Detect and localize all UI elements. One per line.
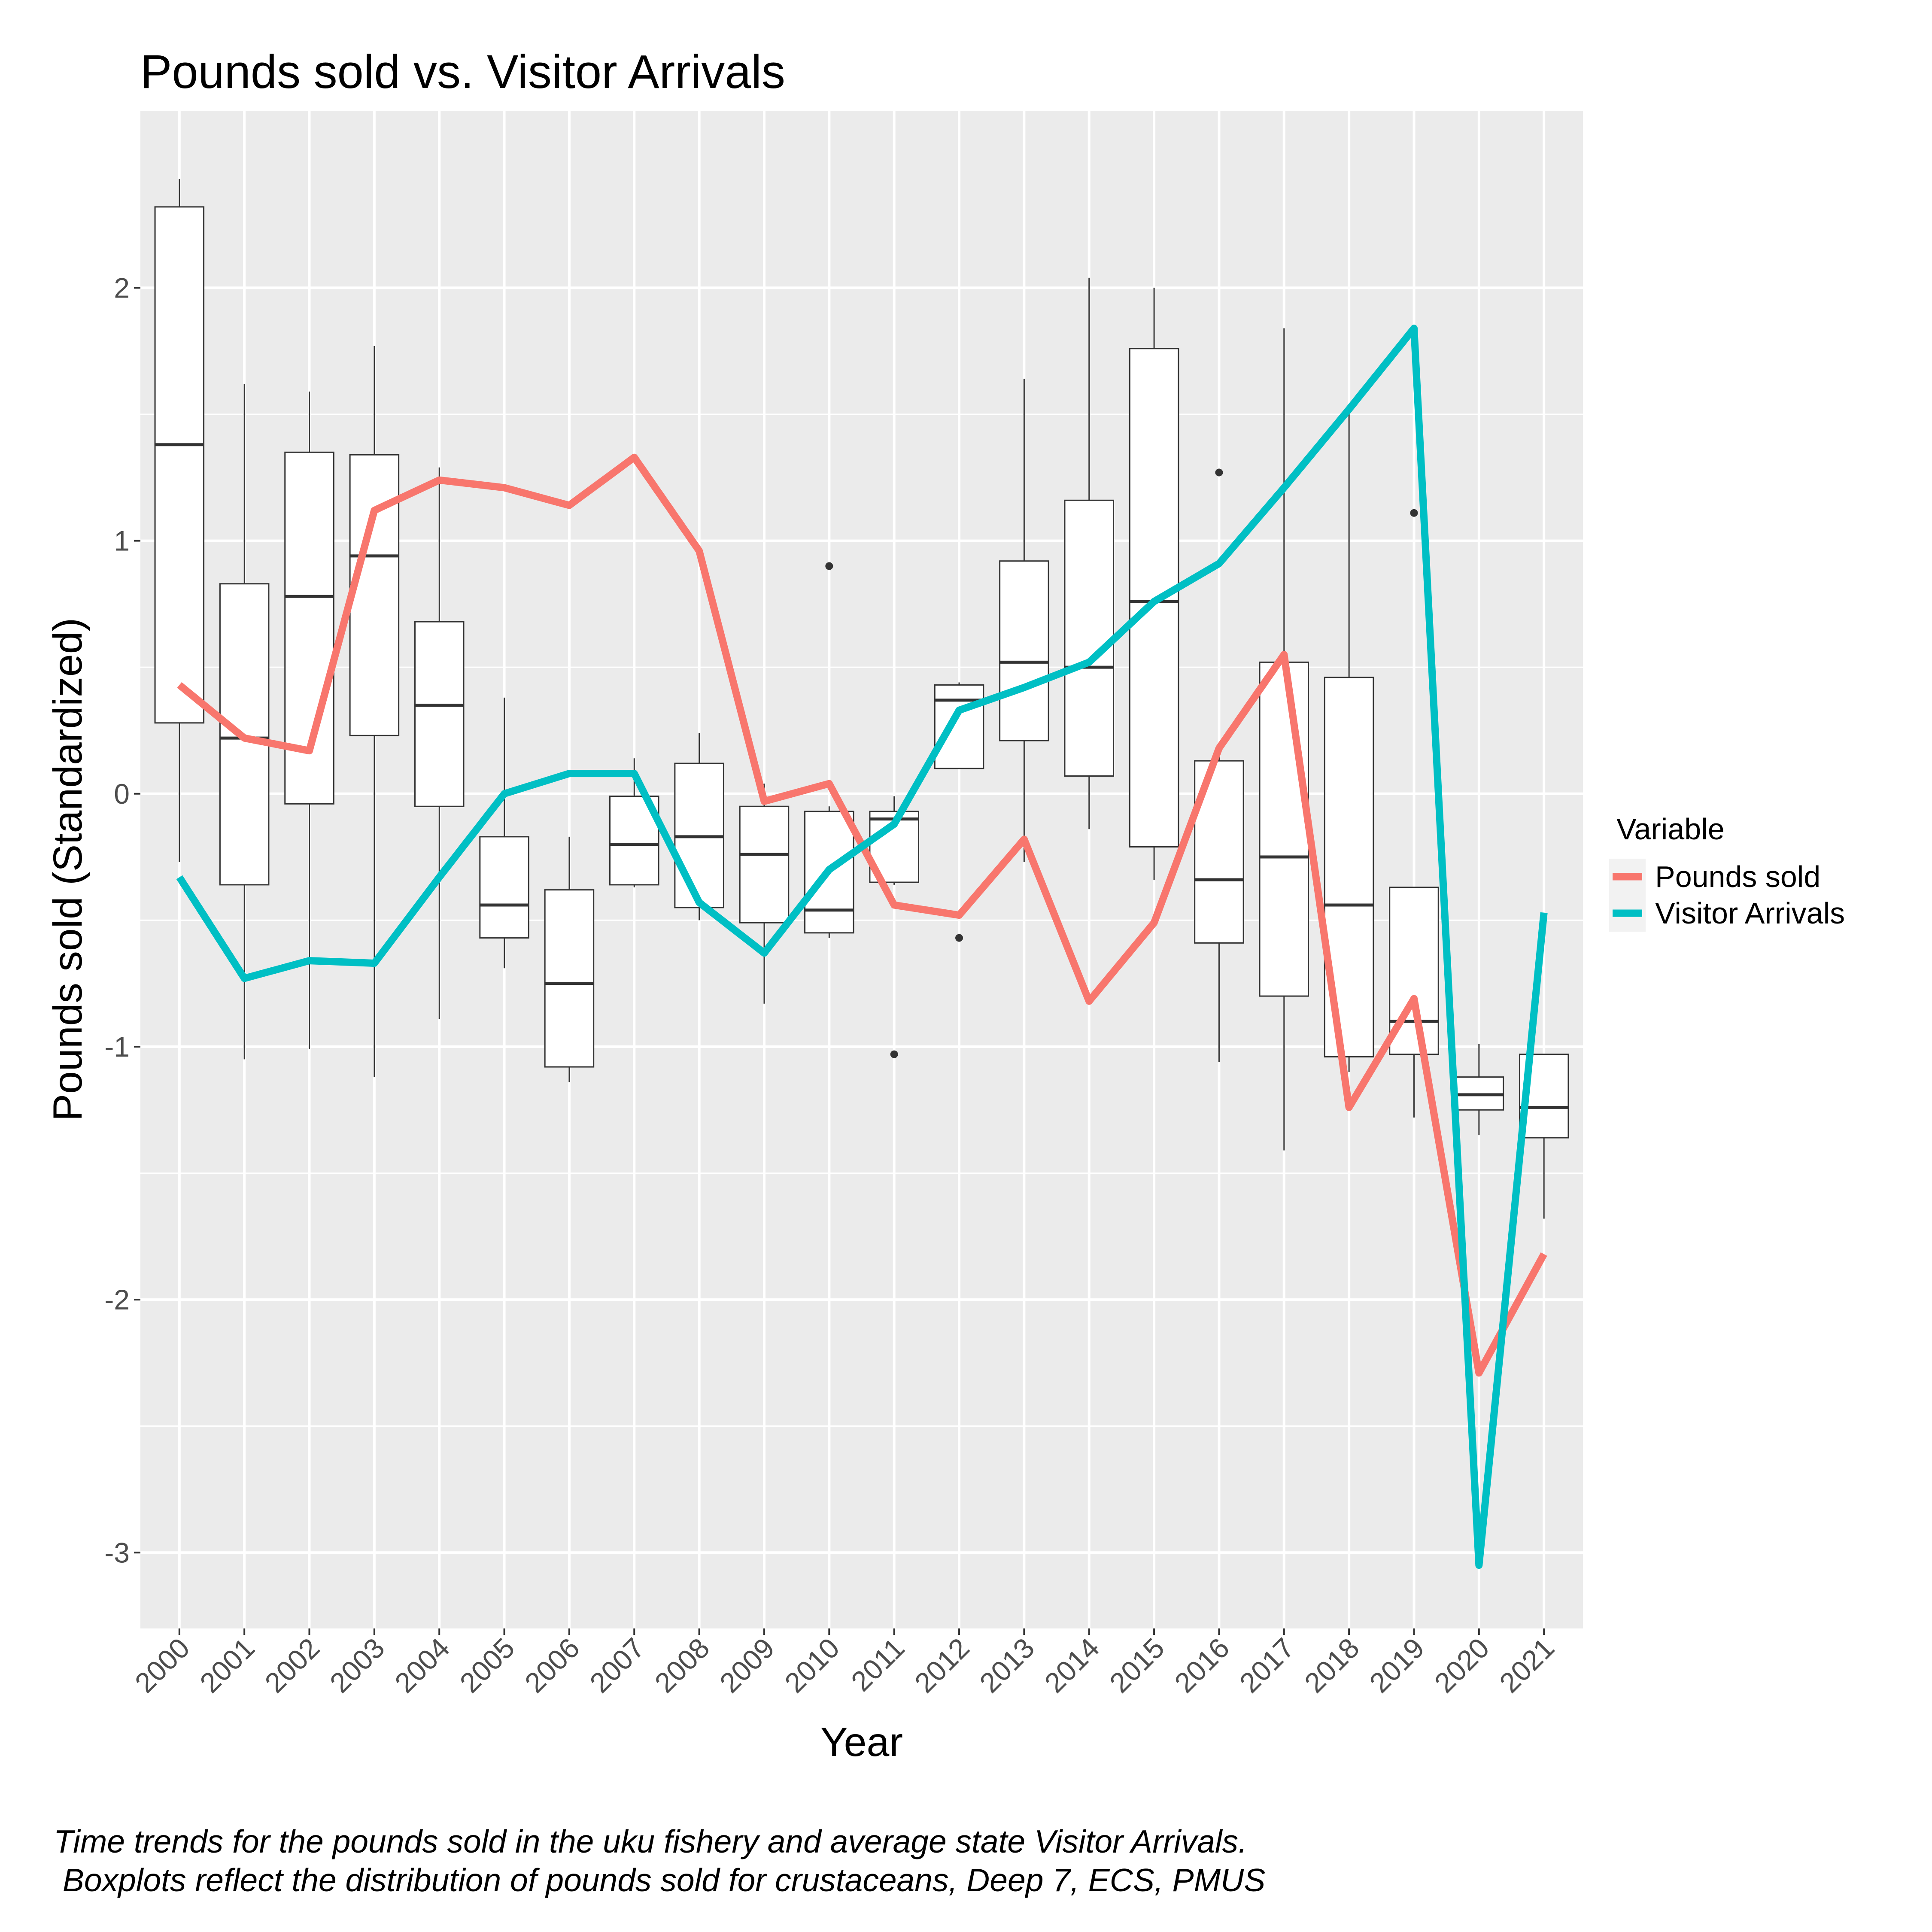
boxplot-2009 bbox=[739, 784, 790, 1004]
x-tick-label: 2008 bbox=[648, 1632, 715, 1699]
y-tick-label: 1 bbox=[114, 525, 130, 557]
boxplot-2004 bbox=[414, 467, 465, 1019]
boxplot-2005 bbox=[479, 697, 529, 969]
legend-item: Visitor Arrivals bbox=[1609, 895, 1845, 932]
box bbox=[154, 206, 205, 724]
x-tick-label: 2000 bbox=[129, 1632, 196, 1699]
legend-title: Variable bbox=[1616, 812, 1725, 846]
caption-line-2: Boxplots reflect the distribution of pou… bbox=[54, 1862, 1265, 1898]
x-tick-label: 2005 bbox=[453, 1632, 520, 1699]
x-tick-label: 2014 bbox=[1038, 1632, 1105, 1699]
y-tick-label: -2 bbox=[104, 1284, 130, 1315]
box bbox=[349, 454, 400, 736]
x-tick-label: 2018 bbox=[1298, 1632, 1365, 1699]
legend-item: Pounds sold bbox=[1609, 859, 1820, 895]
y-tick-label: 2 bbox=[114, 272, 130, 304]
box bbox=[739, 805, 790, 923]
legend-label: Visitor Arrivals bbox=[1655, 896, 1845, 930]
x-tick-label: 2020 bbox=[1428, 1632, 1495, 1699]
y-tick-label: -3 bbox=[104, 1537, 130, 1568]
box bbox=[544, 889, 595, 1068]
box bbox=[1389, 887, 1439, 1055]
x-tick-label: 2011 bbox=[845, 1632, 911, 1698]
outlier-point bbox=[825, 562, 833, 570]
x-tick-label: 2003 bbox=[324, 1632, 391, 1699]
x-tick-label: 2004 bbox=[389, 1632, 456, 1699]
chart-title: Pounds sold vs. Visitor Arrivals bbox=[140, 46, 785, 98]
x-tick-label: 2013 bbox=[973, 1632, 1040, 1699]
y-axis-ticks: -3 -2 -1 0 1 2 bbox=[104, 272, 140, 1568]
x-axis-title: Year bbox=[820, 1719, 903, 1765]
x-axis-ticks: 2000200120022003200420052006200720082009… bbox=[129, 1628, 1560, 1699]
boxplot-2006 bbox=[544, 836, 595, 1082]
x-tick-label: 2010 bbox=[778, 1632, 845, 1699]
boxplot-2012 bbox=[934, 682, 984, 942]
y-axis-title: Pounds sold (Standardized) bbox=[45, 618, 91, 1121]
x-tick-label: 2012 bbox=[908, 1632, 975, 1699]
outlier-point bbox=[1410, 509, 1418, 517]
x-tick-label: 2016 bbox=[1168, 1632, 1235, 1699]
box bbox=[414, 621, 465, 807]
box bbox=[479, 836, 529, 939]
x-tick-label: 2006 bbox=[519, 1632, 586, 1699]
boxplot-2008 bbox=[674, 733, 724, 920]
boxplot-2003 bbox=[349, 346, 400, 1077]
x-tick-label: 2009 bbox=[714, 1632, 781, 1699]
outlier-point bbox=[890, 1050, 898, 1058]
x-tick-label: 2002 bbox=[258, 1632, 325, 1699]
series-line-visitor-arrivals bbox=[176, 325, 1548, 1569]
boxplot-2000 bbox=[154, 179, 205, 862]
box bbox=[934, 684, 984, 769]
x-tick-label: 2021 bbox=[1493, 1632, 1560, 1699]
x-tick-label: 2017 bbox=[1233, 1632, 1300, 1699]
y-tick-label: -1 bbox=[104, 1031, 130, 1063]
box bbox=[1259, 661, 1309, 997]
x-tick-label: 2019 bbox=[1363, 1632, 1430, 1699]
x-tick-label: 2007 bbox=[583, 1632, 650, 1699]
caption-line-1: Time trends for the pounds sold in the u… bbox=[54, 1823, 1247, 1859]
legend-label: Pounds sold bbox=[1655, 860, 1820, 893]
y-tick-label: 0 bbox=[114, 778, 130, 810]
outlier-point bbox=[955, 934, 963, 942]
box bbox=[1064, 499, 1114, 777]
boxplot-2020 bbox=[1454, 1044, 1504, 1136]
series-lines bbox=[176, 325, 1548, 1569]
boxplot-2014 bbox=[1064, 277, 1114, 829]
boxplot-2017 bbox=[1259, 328, 1309, 1151]
x-tick-label: 2001 bbox=[194, 1632, 261, 1699]
outlier-point bbox=[1215, 468, 1223, 477]
boxplot-2013 bbox=[999, 379, 1049, 862]
x-tick-label: 2015 bbox=[1103, 1632, 1170, 1699]
box bbox=[999, 560, 1049, 741]
boxplot-2015 bbox=[1129, 288, 1179, 880]
